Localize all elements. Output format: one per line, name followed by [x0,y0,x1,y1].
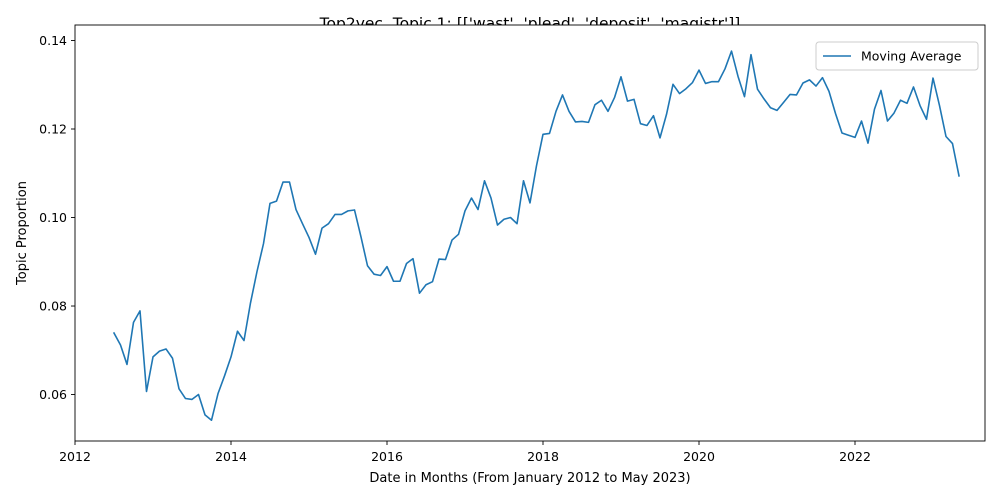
x-tick-label: 2020 [683,449,715,464]
y-tick-label: 0.06 [39,387,67,402]
x-tick-label: 2016 [371,449,403,464]
y-tick-label: 0.10 [39,210,67,225]
y-axis-label: Topic Proportion [15,181,30,286]
x-tick-label: 2014 [215,449,247,464]
y-axis: 0.06 0.08 0.10 0.12 0.14 [39,33,75,402]
x-tick-label: 2022 [839,449,871,464]
legend: Moving Average [815,41,979,71]
y-tick-label: 0.12 [39,122,67,137]
plot-area [74,24,986,442]
legend-label: Moving Average [861,49,962,64]
moving-average-line [112,50,960,421]
x-tick-label: 2012 [59,449,91,464]
legend-box [815,41,979,71]
x-tick-label: 2018 [527,449,559,464]
y-tick-label: 0.14 [39,33,67,48]
x-axis: 2012 2014 2016 2018 2020 2022 [59,441,871,464]
y-tick-label: 0.08 [39,299,67,314]
x-axis-label: Date in Months (From January 2012 to May… [369,471,690,486]
